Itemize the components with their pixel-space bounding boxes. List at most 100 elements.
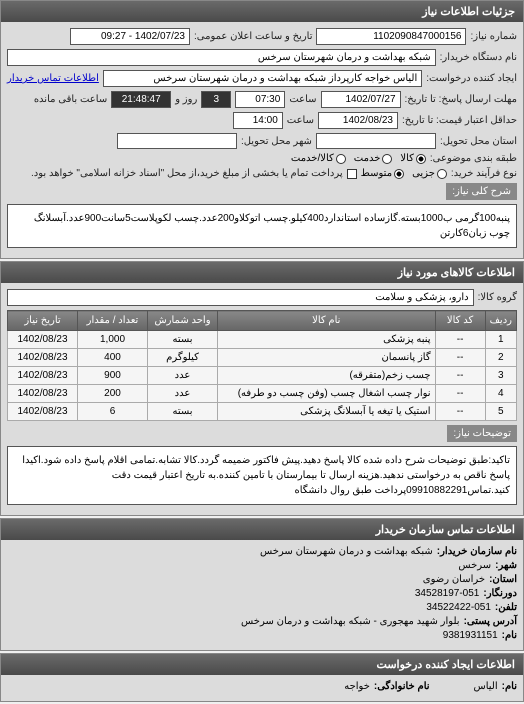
valid-date-field: 1402/08/23	[318, 112, 398, 129]
creator-panel: اطلاعات ایجاد کننده درخواست نام: الیاس ن…	[0, 653, 524, 702]
col-row: ردیف	[485, 311, 516, 331]
vat-goods-label: کالا	[400, 153, 414, 164]
delivery-state-label: استان محل تحویل:	[440, 136, 517, 147]
cell-unit: بسته	[148, 403, 218, 421]
treasury-checkbox[interactable]	[347, 169, 357, 179]
process-small-label: جزیی	[412, 168, 435, 179]
remain-days-field: 3	[201, 91, 231, 108]
valid-label: حداقل اعتبار قیمت: تا تاریخ:	[402, 115, 517, 126]
cell-date: 1402/08/23	[8, 385, 78, 403]
delivery-state-field	[316, 133, 436, 149]
creator-label: ایجاد کننده درخواست:	[426, 73, 517, 84]
col-unit: واحد شمارش	[148, 311, 218, 331]
goods-table: ردیف کد کالا نام کالا واحد شمارش تعداد /…	[7, 310, 517, 421]
need-details-header: جزئیات اطلاعات نیاز	[1, 1, 523, 22]
table-row: 1--پنبه پزشکیبسته1,0001402/08/23	[8, 331, 517, 349]
vat-goods-radio[interactable]	[416, 154, 426, 164]
buyer-contact-panel: اطلاعات تماس سازمان خریدار نام سازمان خر…	[0, 518, 524, 651]
table-row: 3--چسب زخم(متفرقه)عدد9001402/08/23	[8, 367, 517, 385]
org-label: نام سازمان خریدار:	[437, 546, 517, 557]
remain-label: ساعت باقی مانده	[34, 94, 107, 105]
process-note: پرداخت تمام یا بخشی از مبلغ خرید،از محل …	[31, 168, 343, 179]
col-name: نام کالا	[218, 311, 436, 331]
cell-i: 1	[485, 331, 516, 349]
cell-unit: بسته	[148, 331, 218, 349]
valid-time-field: 14:00	[233, 112, 283, 129]
cell-date: 1402/08/23	[8, 349, 78, 367]
col-qty: تعداد / مقدار	[78, 311, 148, 331]
cell-name: نوار چسب اشغال چسب (وفن چسب دو طرفه)	[218, 385, 436, 403]
table-row: 5--استیک یا تیغه یا آبسلانگ پزشکیبسته614…	[8, 403, 517, 421]
surname-label: نام خانوادگی:	[374, 681, 430, 692]
vat-label: طبقه بندی موضوعی:	[430, 153, 517, 164]
notes-box: تاکید:طبق توضیحات شرح داده شده کالا پاسخ…	[7, 446, 517, 505]
announce-field: 1402/07/23 - 09:27	[70, 28, 190, 45]
need-details-body: شماره نیاز: 1102090847000156 تاریخ و ساع…	[1, 22, 523, 258]
fax-label: دورنگار:	[483, 588, 517, 599]
cell-code: --	[435, 331, 485, 349]
contact-label: نام:	[502, 630, 517, 641]
buyer-contact-header: اطلاعات تماس سازمان خریدار	[1, 519, 523, 540]
vat-service-radio[interactable]	[382, 154, 392, 164]
desc-label: شرح کلی نیاز:	[446, 183, 517, 200]
cell-qty: 400	[78, 349, 148, 367]
cell-qty: 200	[78, 385, 148, 403]
process-small-radio[interactable]	[437, 169, 447, 179]
tel-label: تلفن:	[495, 602, 517, 613]
remain-time-field: 21:48:47	[111, 91, 171, 108]
buyer-contact-link[interactable]: اطلاعات تماس خریدار	[7, 73, 99, 84]
delivery-city-label: شهر محل تحویل:	[241, 136, 312, 147]
table-row: 4--نوار چسب اشغال چسب (وفن چسب دو طرفه)ع…	[8, 385, 517, 403]
deadline-time-field: 07:30	[235, 91, 285, 108]
notes-label: توضیحات نیاز:	[447, 425, 517, 442]
surname-val: خواجه	[344, 681, 370, 692]
process-medium-label: متوسط	[361, 168, 392, 179]
name-label: نام:	[502, 681, 517, 692]
process-label: نوع فرآیند خرید:	[451, 168, 517, 179]
table-row: 2--گاز پانسمانکیلوگرم4001402/08/23	[8, 349, 517, 367]
time-label-1: ساعت	[289, 94, 316, 105]
creator-field: الیاس خواجه کارپرداز شبکه بهداشت و درمان…	[103, 70, 422, 87]
cell-qty: 6	[78, 403, 148, 421]
time-label-2: ساعت	[287, 115, 314, 126]
goods-panel: اطلاعات کالاهای مورد نیاز گروه کالا: دار…	[0, 261, 524, 516]
cell-unit: عدد	[148, 367, 218, 385]
vat-service-label: خدمت	[354, 153, 381, 164]
desc-box: پنبه100گرمی ب1000بسته.گازساده استاندارد4…	[7, 204, 517, 248]
remain-days-label: روز و	[175, 94, 197, 105]
group-label: گروه کالا:	[478, 292, 517, 303]
cell-date: 1402/08/23	[8, 403, 78, 421]
cell-code: --	[435, 349, 485, 367]
cell-code: --	[435, 385, 485, 403]
vat-radio-group: کالا خدمت کالا/خدمت	[291, 153, 426, 164]
cell-date: 1402/08/23	[8, 367, 78, 385]
creator-header: اطلاعات ایجاد کننده درخواست	[1, 654, 523, 675]
need-details-panel: جزئیات اطلاعات نیاز شماره نیاز: 11020908…	[0, 0, 524, 259]
deadline-date-field: 1402/07/27	[321, 91, 401, 108]
cell-i: 2	[485, 349, 516, 367]
cell-name: پنبه پزشکی	[218, 331, 436, 349]
vat-both-radio[interactable]	[336, 154, 346, 164]
goods-body: گروه کالا: دارو، پزشکی و سلامت ردیف کد ک…	[1, 283, 523, 515]
process-medium-radio[interactable]	[394, 169, 404, 179]
col-date: تاریخ نیاز	[8, 311, 78, 331]
delivery-city-field	[117, 133, 237, 149]
cell-name: گاز پانسمان	[218, 349, 436, 367]
addr-val: بلوار شهید مهجوری - شبکه بهداشت و درمان …	[241, 616, 460, 627]
cell-name: استیک یا تیغه یا آبسلانگ پزشکی	[218, 403, 436, 421]
name-val: الیاس	[474, 681, 498, 692]
table-header-row: ردیف کد کالا نام کالا واحد شمارش تعداد /…	[8, 311, 517, 331]
cell-code: --	[435, 367, 485, 385]
goods-header: اطلاعات کالاهای مورد نیاز	[1, 262, 523, 283]
cell-unit: عدد	[148, 385, 218, 403]
cell-date: 1402/08/23	[8, 331, 78, 349]
announce-label: تاریخ و ساعت اعلان عمومی:	[194, 31, 313, 42]
city-label: شهر:	[495, 560, 517, 571]
buyer-org-field: شبکه بهداشت و درمان شهرستان سرخس	[7, 49, 436, 66]
process-radio-group: جزیی متوسط	[361, 168, 447, 179]
org-val: شبکه بهداشت و درمان شهرستان سرخس	[260, 546, 433, 557]
cell-code: --	[435, 403, 485, 421]
req-no-label: شماره نیاز:	[470, 31, 517, 42]
fax-val: 34528197-051	[415, 588, 480, 599]
group-field: دارو، پزشکی و سلامت	[7, 289, 474, 306]
